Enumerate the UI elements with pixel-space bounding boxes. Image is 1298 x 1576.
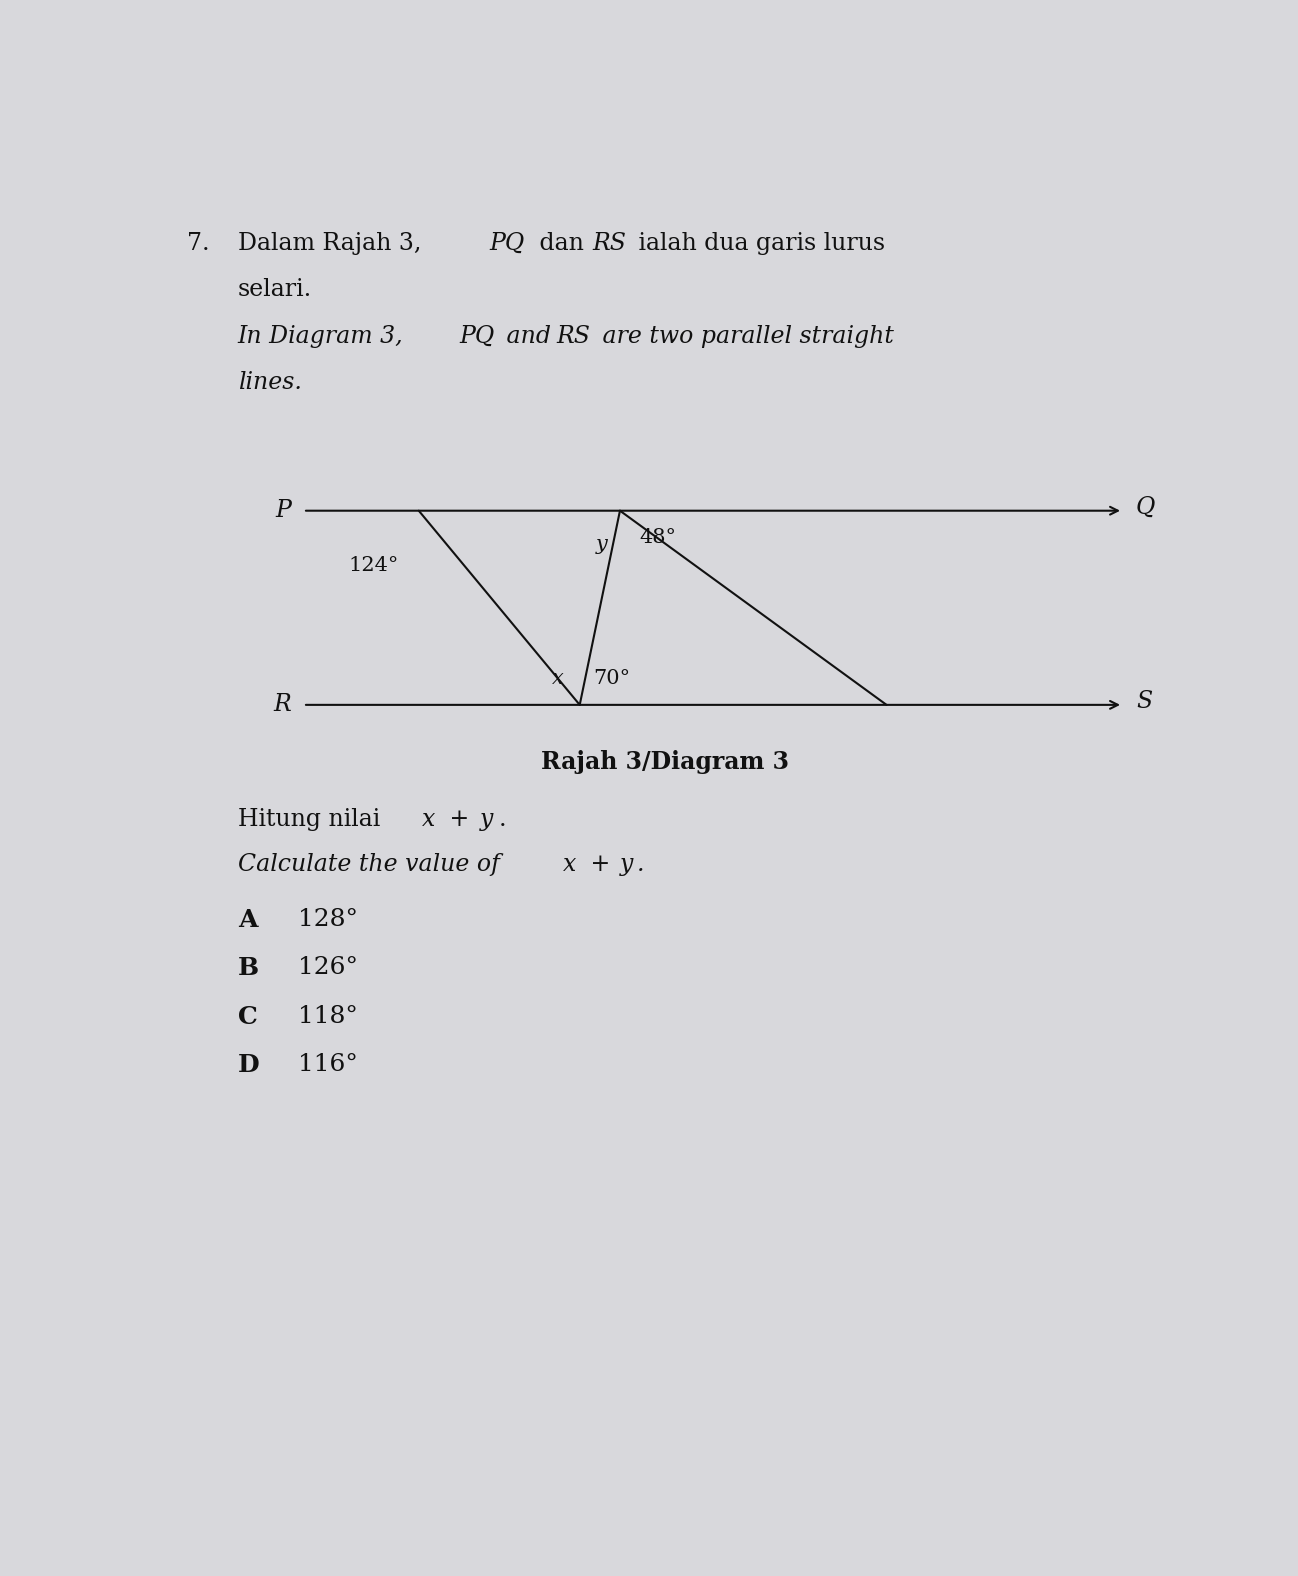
Text: 126°: 126° [299,957,358,979]
Text: D: D [238,1053,260,1076]
Text: In Diagram 3,: In Diagram 3, [238,325,411,348]
Text: +: + [583,853,618,876]
Text: Dalam Rajah 3,: Dalam Rajah 3, [238,232,428,255]
Text: y: y [620,853,633,876]
Text: +: + [441,808,476,831]
Text: 118°: 118° [299,1004,358,1028]
Text: 116°: 116° [299,1053,358,1076]
Text: x: x [562,853,576,876]
Text: R: R [274,693,291,717]
Text: 70°: 70° [593,668,631,687]
Text: A: A [238,908,257,931]
Text: Hitung nilai: Hitung nilai [238,808,387,831]
Text: selari.: selari. [238,277,312,301]
Text: and: and [500,325,558,348]
Text: x: x [422,808,435,831]
Text: Q: Q [1136,495,1155,519]
Text: P: P [275,500,291,522]
Text: y: y [480,808,493,831]
Text: PQ: PQ [489,232,524,255]
Text: 48°: 48° [640,528,676,547]
Text: 7.: 7. [187,232,210,255]
Text: dan: dan [532,232,592,255]
Text: lines.: lines. [238,372,301,394]
Text: x: x [552,668,563,687]
Text: are two parallel straight: are two parallel straight [594,325,894,348]
Text: Calculate the value of: Calculate the value of [238,853,508,876]
Text: B: B [238,957,258,980]
Text: .: . [637,853,645,876]
Text: Rajah 3/Diagram 3: Rajah 3/Diagram 3 [541,750,789,774]
Text: C: C [238,1004,257,1029]
Text: .: . [500,808,506,831]
Text: RS: RS [593,232,627,255]
Text: 124°: 124° [348,556,398,575]
Text: S: S [1136,690,1153,712]
Text: y: y [596,536,607,555]
Text: PQ: PQ [459,325,495,348]
Text: RS: RS [557,325,591,348]
Text: 128°: 128° [299,908,358,930]
Text: ialah dua garis lurus: ialah dua garis lurus [631,232,885,255]
